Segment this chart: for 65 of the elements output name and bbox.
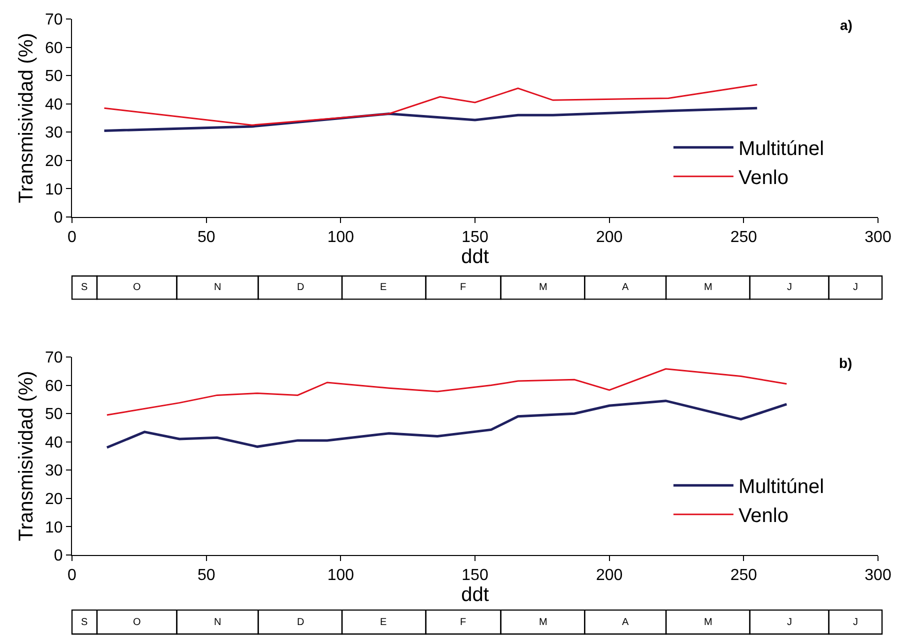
- x-axis-title: ddt: [461, 584, 490, 606]
- x-tick-label: 200: [596, 229, 623, 246]
- text: O: [133, 282, 141, 293]
- text: A: [622, 282, 629, 293]
- y-tick-label: 20: [45, 153, 63, 170]
- legend-label: Multitúnel: [738, 138, 824, 160]
- x-tick-label: 300: [864, 567, 892, 584]
- x-tick-label: 250: [730, 567, 758, 584]
- x-tick-label: 250: [730, 229, 758, 246]
- y-tick-label: 50: [45, 68, 63, 86]
- y-tick-label: 70: [45, 350, 63, 367]
- x-axis-title: ddt: [461, 246, 490, 268]
- y-axis-title: Transmisividad (%): [16, 32, 38, 204]
- x-tick-label: 50: [197, 567, 216, 584]
- y-tick-label: 60: [45, 378, 63, 395]
- text: M: [704, 617, 712, 628]
- text: O: [133, 617, 141, 628]
- text: N: [214, 617, 222, 628]
- text: M: [539, 282, 548, 293]
- y-tick-label: 60: [45, 40, 63, 57]
- text: D: [297, 282, 304, 293]
- line-series: [103, 84, 758, 126]
- text: S: [81, 282, 88, 293]
- text: M: [704, 282, 712, 293]
- y-tick-label: 50: [45, 406, 63, 424]
- legend-label: Multitúnel: [738, 476, 824, 498]
- text: J: [787, 282, 792, 293]
- y-tick-label: 0: [54, 548, 63, 565]
- x-tick-label: 0: [68, 229, 77, 246]
- text: J: [853, 282, 858, 293]
- line-series: [106, 400, 788, 449]
- text: F: [460, 617, 466, 628]
- y-tick-label: 40: [45, 96, 63, 114]
- y-axis-title: Transmisividad (%): [16, 370, 38, 542]
- text: J: [787, 617, 792, 628]
- y-tick-label: 10: [45, 519, 63, 536]
- text: J: [853, 617, 858, 628]
- x-tick-label: 200: [596, 567, 623, 584]
- y-tick-label: 30: [45, 462, 63, 480]
- y-tick-label: 70: [45, 12, 63, 29]
- text: A: [622, 617, 629, 628]
- y-tick-label: 40: [45, 434, 63, 452]
- x-tick-label: 0: [68, 567, 77, 584]
- y-tick-label: 0: [54, 210, 63, 227]
- text: S: [81, 617, 88, 628]
- x-tick-label: 100: [327, 229, 354, 246]
- text: E: [380, 617, 387, 628]
- text: M: [539, 617, 548, 628]
- chart-title: b): [839, 355, 852, 371]
- y-tick-label: 20: [45, 491, 63, 508]
- text: N: [214, 282, 222, 293]
- y-tick-label: 30: [45, 124, 63, 142]
- x-tick-label: 50: [197, 229, 216, 246]
- x-tick-label: 300: [864, 229, 892, 246]
- y-tick-label: 10: [45, 181, 63, 198]
- text: D: [297, 617, 304, 628]
- x-tick-label: 150: [462, 229, 488, 246]
- text: F: [460, 282, 466, 293]
- chart-title: a): [840, 17, 852, 33]
- legend-label: Venlo: [738, 167, 789, 190]
- legend-label: Venlo: [738, 505, 789, 528]
- text: E: [380, 282, 387, 293]
- line-series: [106, 368, 788, 416]
- x-tick-label: 150: [462, 567, 488, 584]
- x-tick-label: 100: [327, 567, 354, 584]
